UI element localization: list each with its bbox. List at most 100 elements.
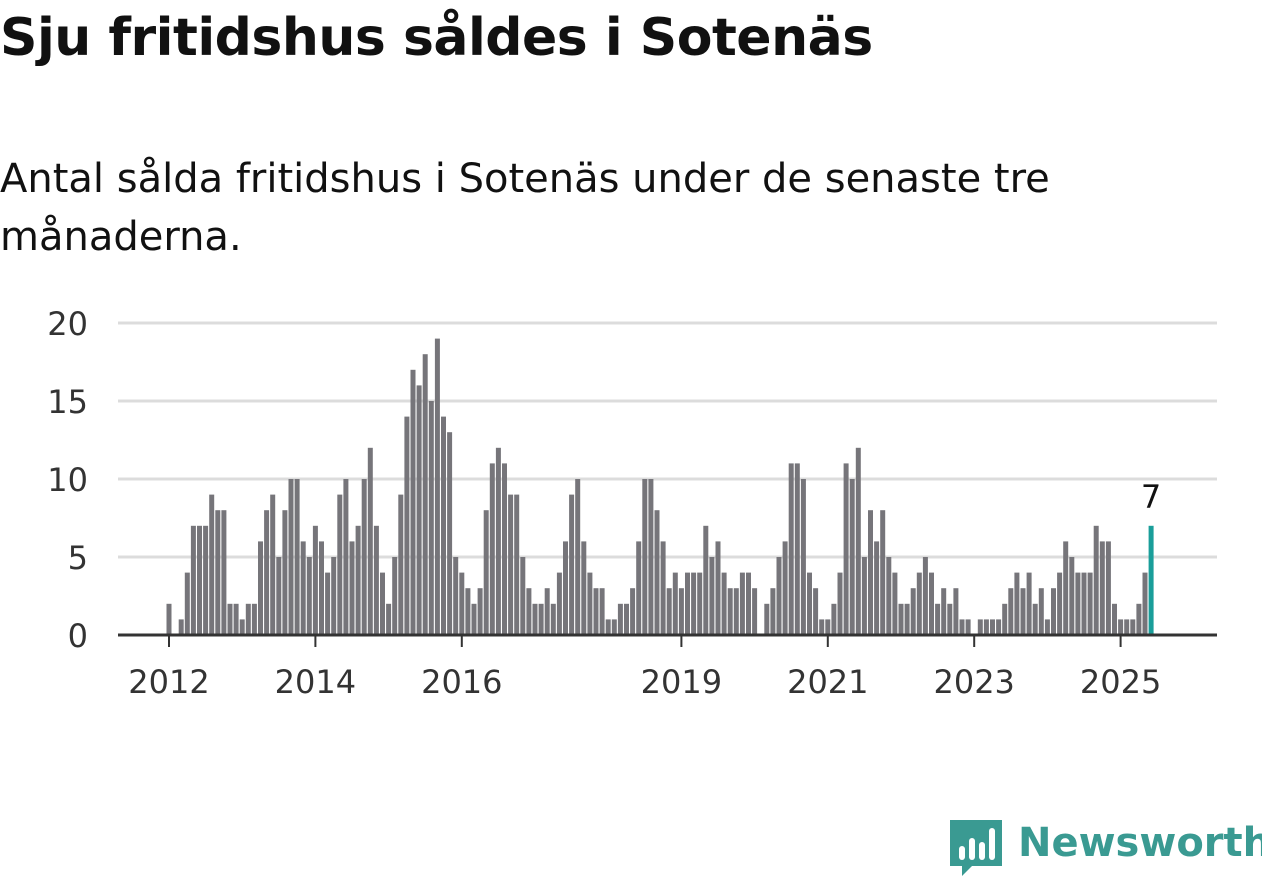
bar <box>1075 572 1081 635</box>
bar <box>813 588 819 635</box>
bar <box>465 588 471 635</box>
bar <box>1063 541 1069 635</box>
bar <box>764 603 770 635</box>
bar <box>349 541 355 635</box>
bar <box>550 603 556 635</box>
bar <box>788 463 794 635</box>
bar <box>331 557 337 635</box>
x-tick-label: 2025 <box>1080 663 1161 701</box>
bar <box>1087 572 1093 635</box>
bar <box>642 479 648 635</box>
x-axis <box>118 633 1217 647</box>
newsworthy-brand: Newsworthy <box>950 818 1262 876</box>
tick-labels: 0 5 10 15 20 7 2012 2014 2016 2019 2021 2023 2025 <box>47 305 1161 701</box>
bar <box>1118 619 1124 635</box>
bar <box>752 588 758 635</box>
bar <box>685 572 690 635</box>
bar <box>776 557 782 635</box>
bar <box>1038 588 1044 635</box>
bar <box>422 354 428 635</box>
bar <box>209 494 215 635</box>
bar <box>471 603 477 635</box>
bar <box>605 619 611 635</box>
bar <box>380 572 385 635</box>
bar <box>965 619 971 635</box>
x-tick-label: 2014 <box>275 663 356 701</box>
brand-name: Newsworthy <box>1018 820 1262 866</box>
bar <box>508 494 514 635</box>
bar <box>575 479 581 635</box>
bar <box>819 619 825 635</box>
bar <box>258 541 263 635</box>
bar <box>319 541 324 635</box>
bar <box>617 603 623 635</box>
bar <box>636 541 642 635</box>
bar <box>416 385 422 635</box>
bar <box>538 603 544 635</box>
bar <box>197 525 202 635</box>
bars <box>166 338 1154 635</box>
bar <box>691 572 697 635</box>
bar <box>495 447 501 635</box>
y-tick-label: 0 <box>68 617 88 655</box>
bar <box>739 572 745 635</box>
bar <box>184 572 190 635</box>
bar <box>447 432 453 635</box>
bar <box>520 557 526 635</box>
bar <box>990 619 995 635</box>
bar <box>770 588 776 635</box>
bar <box>746 572 751 635</box>
bar <box>611 619 617 635</box>
bar <box>203 525 209 635</box>
bar <box>544 588 550 635</box>
bar <box>977 619 983 635</box>
bar <box>1112 603 1117 635</box>
bar <box>294 479 300 635</box>
bar <box>800 479 806 635</box>
bar <box>843 463 849 635</box>
bar <box>1142 572 1148 635</box>
bar <box>947 603 953 635</box>
bar <box>367 447 373 635</box>
bar <box>1124 619 1130 635</box>
bar <box>245 603 251 635</box>
bar <box>1020 588 1026 635</box>
x-tick-label: 2021 <box>787 663 868 701</box>
bar <box>1081 572 1087 635</box>
bar <box>190 525 196 635</box>
x-tick-label: 2012 <box>128 663 209 701</box>
bar <box>489 463 495 635</box>
y-tick-label: 20 <box>47 305 88 343</box>
bar <box>361 479 367 635</box>
bar <box>325 572 331 635</box>
bar <box>166 603 172 635</box>
bar <box>880 510 886 635</box>
bar <box>794 463 800 635</box>
bar <box>386 603 392 635</box>
bar <box>721 572 727 635</box>
bar <box>630 588 636 635</box>
bar <box>874 541 880 635</box>
bar <box>239 619 245 635</box>
bar <box>1051 588 1056 635</box>
bar <box>1002 603 1008 635</box>
y-tick-label: 10 <box>47 461 88 499</box>
bar <box>849 479 855 635</box>
bar <box>1136 603 1142 635</box>
bar <box>715 541 721 635</box>
bar <box>855 447 861 635</box>
highlight-value-label: 7 <box>1141 478 1161 516</box>
bar <box>300 541 306 635</box>
bar <box>941 588 947 635</box>
y-tick-label: 15 <box>47 383 88 421</box>
chart-title: Sju fritidshus såldes i Sotenäs <box>0 8 873 68</box>
bar <box>178 619 184 635</box>
bar <box>593 588 599 635</box>
bar <box>599 588 605 635</box>
newsworthy-logo-icon <box>950 820 1002 876</box>
x-tick-label: 2019 <box>641 663 722 701</box>
bar <box>337 494 343 635</box>
bar <box>831 603 837 635</box>
bar <box>581 541 587 635</box>
y-tick-label: 5 <box>68 539 88 577</box>
